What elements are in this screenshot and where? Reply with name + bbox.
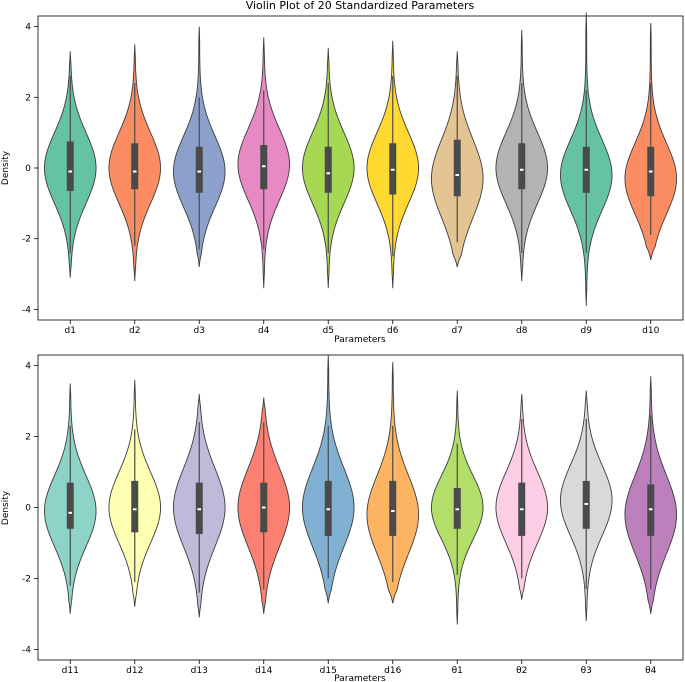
iqr-box-d2 [131,143,139,190]
iqr-box-d7 [453,139,461,197]
y-tick-label: -4 [22,305,31,315]
x-tick-label-d15: d15 [320,666,337,676]
iqr-box-d11 [66,482,74,529]
median-theta3 [584,502,589,505]
x-tick-label-d1: d1 [65,326,76,336]
median-d3 [197,170,202,173]
x-tick-label-theta3: θ3 [581,666,592,676]
chart-title: Violin Plot of 20 Standardized Parameter… [246,0,475,12]
median-theta4 [648,508,653,511]
median-d5 [326,172,331,175]
x-tick-label-d5: d5 [323,326,334,336]
top-x-axis-label: Parameters [334,335,386,345]
iqr-box-d16 [389,480,397,536]
median-d9 [584,168,589,171]
median-d13 [197,508,202,511]
iqr-box-d1 [66,141,74,191]
x-tick-label-d4: d4 [258,326,270,336]
x-tick-label-d3: d3 [194,326,205,336]
y-tick-label: -2 [22,574,31,584]
iqr-box-d3 [195,146,203,193]
x-tick-label-d13: d13 [191,666,208,676]
bottom-violins [43,354,678,625]
top-y-axis-label: Density [1,150,11,185]
median-d4 [261,165,266,168]
median-d8 [519,168,524,171]
median-d11 [68,511,73,514]
y-tick-label: 0 [25,504,31,514]
bottom-violin-panel: -4 -2 0 2 4 d11 d12 d13 d14 d15 d16 θ1 θ2 θ3 θ4 Param… [1,354,684,682]
x-tick-label-d10: d10 [642,326,659,336]
top-y-axis-ticks: -4 -2 0 2 4 [22,23,38,315]
x-tick-label-d16: d16 [384,666,401,676]
y-tick-label: -4 [22,645,31,655]
y-tick-label: 0 [25,164,31,174]
y-tick-label: 2 [25,93,31,103]
y-tick-label: 2 [25,433,31,443]
iqr-box-d12 [131,480,139,533]
median-d16 [390,510,395,513]
top-x-axis-ticks: d1 d2 d3 d4 d5 d6 d7 d8 d9 d10 [65,320,660,336]
top-violin-panel: -4 -2 0 2 4 d1 d2 d3 d4 d5 d6 d7 d8 d9 d10 Parameters… [1,12,684,345]
x-tick-label-d8: d8 [516,326,528,336]
bottom-y-axis-ticks: -4 -2 0 2 4 [22,362,38,655]
x-tick-label-d6: d6 [387,326,399,336]
median-d12 [132,508,137,511]
y-tick-label: 4 [25,23,31,33]
bottom-x-axis-label: Parameters [334,674,386,682]
bottom-y-axis-label: Density [1,490,11,525]
iqr-box-d5 [324,146,332,193]
x-tick-label-d14: d14 [255,666,272,676]
median-d15 [326,508,331,511]
x-tick-label-d9: d9 [581,326,593,336]
bottom-x-axis-ticks: d11 d12 d13 d14 d15 d16 θ1 θ2 θ3 θ4 [62,660,657,676]
x-tick-label-theta4: θ4 [645,666,657,676]
x-tick-label-d12: d12 [126,666,143,676]
median-d10 [648,170,653,173]
iqr-box-d8 [518,143,526,190]
x-tick-label-theta2: θ2 [516,666,527,676]
median-d2 [132,170,137,173]
median-d6 [390,168,395,171]
median-theta2 [519,508,524,511]
x-tick-label-d7: d7 [452,326,463,336]
median-d14 [261,506,266,509]
median-d7 [455,174,460,177]
median-d1 [68,170,73,173]
x-tick-label-theta1: θ1 [452,666,463,676]
x-tick-label-d11: d11 [62,666,79,676]
median-theta1 [455,508,460,511]
y-tick-label: 4 [25,362,31,372]
top-violins [43,12,678,306]
y-tick-label: -2 [22,235,31,245]
x-tick-label-d2: d2 [129,326,140,336]
